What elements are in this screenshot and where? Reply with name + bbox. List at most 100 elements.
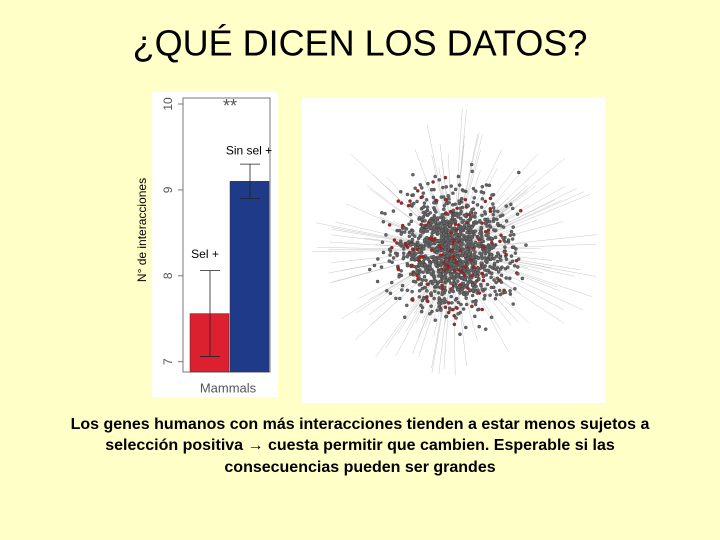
- network-node: [410, 247, 415, 251]
- network-node: [473, 219, 478, 224]
- network-node: [457, 212, 462, 216]
- network-node: [399, 201, 404, 205]
- network-node: [470, 169, 474, 174]
- network-node: [391, 209, 396, 213]
- network-node: [429, 304, 433, 308]
- network-node: [437, 261, 441, 265]
- network-node: [419, 195, 423, 200]
- network-node: [496, 221, 500, 226]
- network-node: [405, 263, 410, 268]
- network-node: [410, 257, 415, 261]
- network-edge: [335, 221, 454, 251]
- network-node: [491, 245, 496, 249]
- network-node: [499, 258, 503, 262]
- network-node: [471, 200, 475, 205]
- network-node: [495, 217, 499, 222]
- network-node: [416, 242, 420, 247]
- network-node: [408, 272, 413, 277]
- bar: [189, 313, 230, 373]
- network-node: [444, 211, 448, 215]
- network-node: [509, 202, 513, 207]
- network-node: [417, 250, 421, 255]
- network-node: [473, 302, 478, 307]
- network-node: [417, 258, 421, 263]
- network-node: [491, 212, 496, 217]
- network-node: [424, 278, 428, 283]
- network-node: [430, 220, 435, 224]
- network-node: [450, 248, 455, 253]
- y-tick-label: 9: [161, 186, 175, 193]
- network-node: [418, 270, 423, 274]
- network-node: [428, 262, 432, 267]
- network-node: [402, 315, 407, 320]
- network-node: [388, 253, 392, 257]
- network-node: [433, 257, 438, 261]
- network-node: [399, 241, 403, 246]
- network-node: [458, 291, 462, 295]
- network-node: [417, 295, 422, 299]
- network-node: [421, 254, 425, 259]
- network-node: [399, 269, 403, 273]
- network-node: [400, 223, 405, 228]
- network-node: [489, 275, 493, 280]
- network-node: [447, 229, 451, 233]
- network-node: [389, 280, 394, 285]
- network-node: [498, 292, 503, 297]
- network-node: [480, 184, 485, 189]
- network-node: [424, 198, 429, 202]
- network-node: [504, 252, 508, 257]
- network-node: [446, 310, 451, 315]
- category-label: Sel +: [191, 247, 219, 261]
- network-node: [498, 239, 502, 244]
- network-node: [435, 216, 440, 220]
- network-node: [461, 281, 466, 286]
- network-node: [501, 225, 506, 229]
- network-node: [449, 281, 453, 286]
- network-node: [427, 245, 432, 249]
- network-node: [508, 261, 512, 265]
- network-node: [457, 264, 462, 268]
- network-node: [491, 205, 496, 210]
- network-node: [451, 245, 456, 249]
- network-node: [494, 292, 499, 297]
- network-node: [463, 264, 468, 269]
- network-node: [437, 178, 442, 182]
- network-node: [464, 302, 469, 307]
- network-node: [481, 191, 486, 195]
- network-node: [379, 265, 384, 269]
- network-node: [491, 285, 496, 290]
- network-node: [524, 243, 528, 247]
- network-node: [512, 232, 516, 237]
- network-node: [428, 312, 432, 316]
- network-node: [421, 223, 425, 228]
- network-node: [436, 291, 441, 295]
- network-node: [428, 266, 433, 270]
- network-node: [387, 259, 392, 263]
- network-edge: [452, 243, 597, 251]
- network-node: [434, 198, 439, 203]
- network-node: [455, 288, 460, 292]
- network-node: [441, 185, 445, 190]
- network-node: [499, 280, 504, 285]
- network-node: [516, 170, 521, 175]
- caption-line: selección positiva → cuesta permitir que…: [105, 437, 615, 454]
- network-node: [461, 292, 466, 296]
- network-edge: [342, 249, 454, 271]
- network-node: [413, 186, 417, 190]
- network-node: [388, 291, 393, 296]
- network-node: [429, 242, 434, 246]
- network-node: [418, 245, 423, 249]
- network-node: [429, 291, 433, 295]
- network-node: [419, 309, 424, 314]
- network-node: [441, 195, 446, 199]
- network-node: [495, 259, 500, 264]
- network-node: [397, 228, 402, 233]
- network-node: [421, 259, 426, 264]
- network-node: [431, 195, 436, 200]
- network-node: [455, 206, 459, 211]
- network-node: [477, 238, 482, 242]
- network-edge: [372, 174, 454, 251]
- network-node: [485, 258, 490, 262]
- network-image: [312, 109, 598, 376]
